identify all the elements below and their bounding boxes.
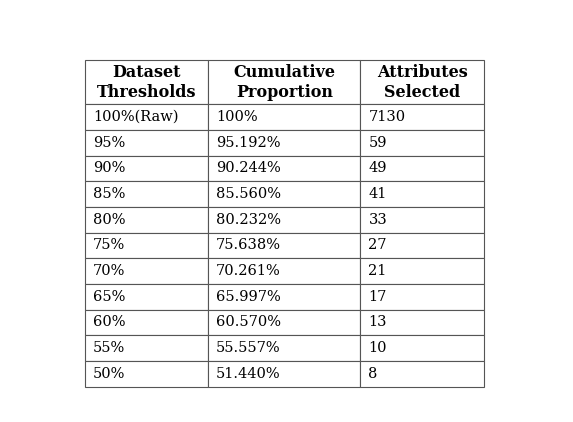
Text: 70%: 70% <box>93 264 125 278</box>
Bar <box>208 361 360 387</box>
Bar <box>208 207 360 233</box>
Bar <box>208 60 360 104</box>
Text: 27: 27 <box>368 238 387 252</box>
Text: 55%: 55% <box>93 341 125 355</box>
Bar <box>360 60 484 104</box>
Bar <box>360 181 484 207</box>
Bar <box>360 284 484 310</box>
Text: Dataset
Thresholds: Dataset Thresholds <box>97 64 197 100</box>
Bar <box>85 258 208 284</box>
Bar <box>85 156 208 181</box>
Bar <box>360 335 484 361</box>
Bar <box>85 284 208 310</box>
Text: 50%: 50% <box>93 367 125 381</box>
Bar <box>360 361 484 387</box>
Bar <box>85 181 208 207</box>
Text: 59: 59 <box>368 136 387 150</box>
Text: 85%: 85% <box>93 187 125 201</box>
Text: 17: 17 <box>368 290 387 304</box>
Bar <box>360 310 484 335</box>
Text: 85.560%: 85.560% <box>216 187 281 201</box>
Text: 90.244%: 90.244% <box>216 162 281 176</box>
Bar <box>360 258 484 284</box>
Bar <box>360 233 484 258</box>
Bar <box>208 104 360 130</box>
Text: 21: 21 <box>368 264 387 278</box>
Text: 33: 33 <box>368 213 387 227</box>
Text: 95.192%: 95.192% <box>216 136 281 150</box>
Bar <box>208 233 360 258</box>
Text: 100%: 100% <box>216 110 258 124</box>
Bar <box>85 233 208 258</box>
Text: 95%: 95% <box>93 136 125 150</box>
Text: 49: 49 <box>368 162 387 176</box>
Text: 7130: 7130 <box>368 110 406 124</box>
Text: 80.232%: 80.232% <box>216 213 281 227</box>
Bar <box>85 60 208 104</box>
Text: Cumulative
Proportion: Cumulative Proportion <box>233 64 335 100</box>
Text: 100%(Raw): 100%(Raw) <box>93 110 178 124</box>
Bar <box>208 335 360 361</box>
Bar <box>360 156 484 181</box>
Bar <box>85 104 208 130</box>
Bar <box>208 310 360 335</box>
Text: Attributes
Selected: Attributes Selected <box>376 64 468 100</box>
Bar <box>208 130 360 156</box>
Text: 55.557%: 55.557% <box>216 341 281 355</box>
Bar <box>85 310 208 335</box>
Text: 70.261%: 70.261% <box>216 264 281 278</box>
Text: 65.997%: 65.997% <box>216 290 281 304</box>
Bar <box>208 284 360 310</box>
Text: 75.638%: 75.638% <box>216 238 281 252</box>
Bar <box>360 130 484 156</box>
Text: 80%: 80% <box>93 213 125 227</box>
Text: 51.440%: 51.440% <box>216 367 281 381</box>
Text: 60.570%: 60.570% <box>216 316 281 330</box>
Bar <box>208 258 360 284</box>
Text: 60%: 60% <box>93 316 125 330</box>
Bar <box>85 207 208 233</box>
Bar <box>85 130 208 156</box>
Text: 75%: 75% <box>93 238 125 252</box>
Bar <box>208 181 360 207</box>
Text: 65%: 65% <box>93 290 125 304</box>
Text: 90%: 90% <box>93 162 125 176</box>
Text: 13: 13 <box>368 316 387 330</box>
Bar <box>85 335 208 361</box>
Text: 10: 10 <box>368 341 387 355</box>
Text: 41: 41 <box>368 187 387 201</box>
Text: 8: 8 <box>368 367 378 381</box>
Bar <box>208 156 360 181</box>
Bar <box>360 207 484 233</box>
Bar <box>85 361 208 387</box>
Bar <box>360 104 484 130</box>
